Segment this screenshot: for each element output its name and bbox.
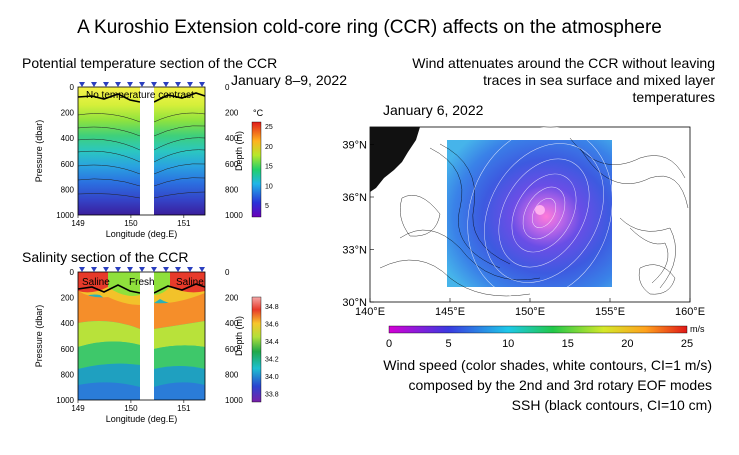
x-tick-label: 149 — [71, 404, 85, 413]
x-tick-label: 149 — [71, 219, 85, 228]
colorbar-tick-label: 34.6 — [265, 321, 279, 328]
y-tick-label: 0 — [70, 268, 75, 277]
salinity-station-markers — [79, 267, 205, 272]
temp-date: January 8–9, 2022 — [231, 72, 347, 88]
map-x-tick-label: 140°E — [355, 306, 385, 318]
y2-tick-label: 400 — [225, 134, 239, 143]
station-markers — [79, 82, 205, 87]
x-axis-label: Longitude (deg.E) — [106, 229, 178, 239]
temp-colorbar — [251, 121, 262, 218]
page-title: A Kuroshio Extension cold-core ring (CCR… — [77, 17, 662, 38]
y2-tick-label: 600 — [225, 345, 239, 354]
wind-max — [535, 205, 545, 215]
data-gap — [140, 87, 154, 215]
temp-section-title: Potential temperature section of the CCR — [22, 55, 278, 71]
wind-caption-line2: traces in sea surface and mixed layer — [483, 72, 715, 88]
colorbar-tick-label: 15 — [265, 164, 273, 171]
wind-colorbar-tick-label: 25 — [681, 338, 693, 348]
wind-map-chart: 140°E 145°E 150°E 155°E 160°E 39°N 36°N 33°N 30°… — [342, 126, 705, 348]
sal-label-saline-west: Saline — [82, 277, 110, 288]
colorbar-tick-label: 34.0 — [265, 374, 279, 381]
wind-unit: m/s — [690, 324, 705, 334]
y-axis-label: Pressure (dbar) — [34, 305, 44, 368]
y-tick-label: 400 — [61, 134, 75, 143]
y2-axis-label: Depth (m) — [234, 316, 244, 356]
map-date: January 6, 2022 — [383, 102, 484, 118]
y2-tick-label: 0 — [225, 83, 230, 92]
wind-contours — [467, 126, 613, 300]
wind-colorbar-tick-label: 5 — [446, 338, 452, 348]
wind-caption-line3: temperatures — [632, 89, 715, 105]
y-tick-label: 600 — [61, 160, 75, 169]
salinity-colorbar — [251, 296, 262, 403]
y2-tick-label: 200 — [225, 109, 239, 118]
legend-line2: composed by the 2nd and 3rd rotary EOF m… — [408, 377, 713, 393]
legend-line3: SSH (black contours, CI=10 cm) — [511, 397, 712, 413]
y-tick-label: 800 — [61, 185, 75, 194]
y2-axis-label: Depth (m) — [234, 131, 244, 171]
ssh-contours — [379, 137, 689, 297]
map-x-tick-label: 160°E — [675, 306, 705, 318]
sal-label-saline-east: Saline — [176, 277, 204, 288]
wind-colorbar-tick-label: 0 — [386, 338, 392, 348]
wind-colorbar — [388, 325, 688, 334]
map-y-tick-label: 39°N — [342, 140, 367, 152]
y2-tick-label: 0 — [225, 268, 230, 277]
salinity-section-title: Salinity section of the CCR — [22, 249, 189, 265]
map-y-tick-label: 36°N — [342, 192, 367, 204]
y2-tick-label: 600 — [225, 160, 239, 169]
y-tick-label: 600 — [61, 345, 75, 354]
temp-contours — [77, 112, 206, 199]
y2-tick-label: 200 — [225, 294, 239, 303]
colorbar-tick-label: 10 — [265, 183, 273, 190]
map-x-tick-label: 150°E — [515, 306, 545, 318]
y2-tick-label: 400 — [225, 319, 239, 328]
wind-colorbar-tick-label: 20 — [621, 338, 633, 348]
y-tick-label: 1000 — [56, 211, 74, 220]
map-x-tick-label: 145°E — [435, 306, 465, 318]
y-tick-label: 1000 — [56, 396, 74, 405]
y-tick-label: 400 — [61, 319, 75, 328]
salinity-mixed-layer-line — [77, 283, 206, 294]
x-tick-label: 150 — [124, 219, 138, 228]
x-tick-label: 151 — [177, 404, 191, 413]
colorbar-tick-label: 20 — [265, 144, 273, 151]
colorbar-tick-label: 34.2 — [265, 356, 279, 363]
salinity-data-gap — [140, 272, 154, 400]
wind-caption-line1: Wind attenuates around the CCR without l… — [412, 55, 715, 71]
sal-label-fresh: Fresh — [129, 277, 155, 288]
y2-tick-label: 800 — [225, 185, 239, 194]
y2-tick-label: 1000 — [225, 211, 243, 220]
colorbar-tick-label: 34.4 — [265, 339, 279, 346]
y-tick-label: 800 — [61, 370, 75, 379]
x-axis-label: Longitude (deg.E) — [106, 414, 178, 424]
x-tick-label: 150 — [124, 404, 138, 413]
wind-colorbar-tick-label: 10 — [502, 338, 514, 348]
y-axis-label: Pressure (dbar) — [34, 120, 44, 183]
map-y-tick-label: 30°N — [342, 297, 367, 309]
colorbar-tick-label: 25 — [265, 124, 273, 131]
salinity-section-chart: Saline Fresh Saline 149 150 151 0 0 200 200 400… — [34, 267, 279, 424]
colorbar-tick-label: 33.8 — [265, 391, 279, 398]
japan-coast — [370, 127, 420, 192]
temp-unit: °C — [253, 108, 264, 118]
legend-line1: Wind speed (color shades, white contours… — [383, 357, 712, 373]
y-tick-label: 0 — [70, 83, 75, 92]
y2-tick-label: 1000 — [225, 396, 243, 405]
temp-annotation: No temperature contrast — [86, 90, 194, 101]
y2-tick-label: 800 — [225, 370, 239, 379]
mixed-layer-line — [77, 92, 206, 103]
wind-shading — [447, 140, 612, 287]
x-tick-label: 151 — [177, 219, 191, 228]
map-x-tick-label: 155°E — [595, 306, 625, 318]
y-tick-label: 200 — [61, 109, 75, 118]
map-y-tick-label: 33°N — [342, 245, 367, 257]
wind-colorbar-tick-label: 15 — [562, 338, 574, 348]
y-tick-label: 200 — [61, 294, 75, 303]
colorbar-tick-label: 5 — [265, 203, 269, 210]
colorbar-tick-label: 34.8 — [265, 304, 279, 311]
